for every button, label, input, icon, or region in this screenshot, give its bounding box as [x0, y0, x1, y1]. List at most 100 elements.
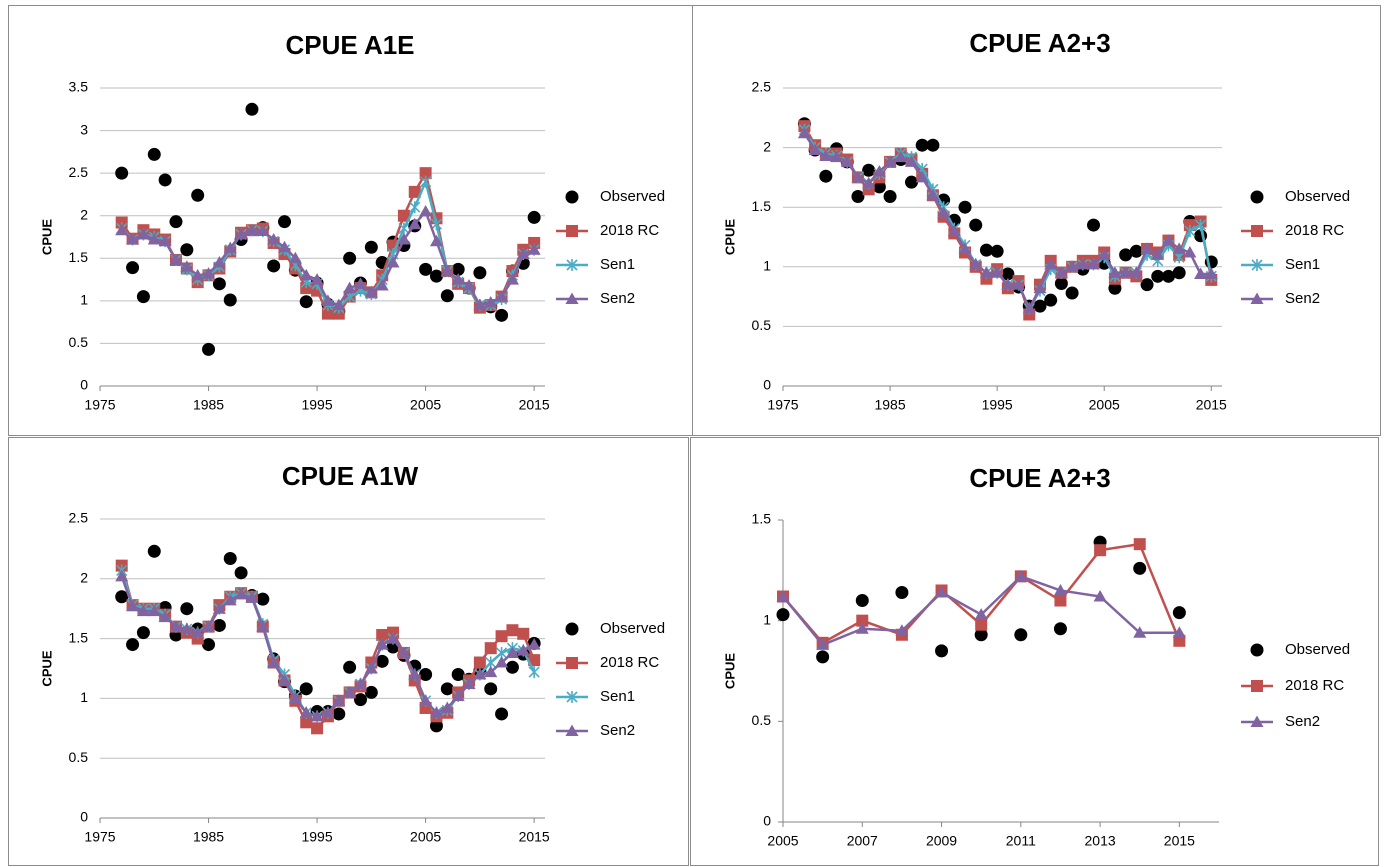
marker — [440, 682, 454, 696]
marker — [979, 243, 993, 257]
marker — [256, 592, 270, 606]
marker — [169, 620, 183, 632]
marker — [1022, 302, 1036, 314]
marker — [245, 223, 259, 236]
marker — [1161, 234, 1175, 246]
marker — [419, 204, 433, 217]
marker — [915, 138, 929, 152]
marker — [212, 277, 226, 291]
marker — [816, 638, 830, 650]
y-tick-label: 2.5 — [752, 79, 772, 95]
x-tick-label: 1975 — [84, 829, 115, 845]
marker — [430, 218, 443, 231]
legend-marker — [1250, 190, 1264, 204]
marker — [115, 166, 129, 180]
marker — [256, 224, 270, 237]
marker — [1140, 278, 1154, 292]
x-tick-label: 1995 — [982, 397, 1013, 413]
marker — [386, 256, 400, 268]
y-axis-label: CPUE — [722, 653, 737, 689]
marker — [969, 218, 983, 232]
marker — [974, 608, 988, 620]
marker — [419, 667, 433, 681]
legend-label: 2018 RC — [1285, 222, 1344, 239]
marker — [136, 604, 150, 617]
marker — [299, 682, 313, 696]
marker — [1129, 244, 1143, 258]
marker — [473, 656, 486, 669]
marker — [408, 185, 421, 198]
marker — [1012, 278, 1026, 290]
marker — [126, 599, 140, 612]
legend-label: Sen2 — [600, 722, 635, 739]
marker — [1133, 626, 1147, 638]
marker — [462, 677, 476, 690]
marker — [376, 629, 389, 642]
chart-panel: CPUE A2+3 CPUE 0 0.5 1 1.5 2 2.5 1975 1985 1995 200… — [692, 5, 1381, 436]
x-tick-label: 2011 — [1006, 833, 1036, 849]
x-tick-label: 2007 — [847, 833, 878, 849]
marker — [473, 266, 487, 280]
marker — [180, 622, 194, 635]
marker — [1119, 266, 1133, 278]
chart-panel: CPUE A2+3 CPUE 0 0.5 1 1.5 2005 2007 2009 2011 201… — [690, 437, 1379, 866]
marker — [332, 707, 346, 721]
marker — [451, 262, 465, 276]
marker — [115, 223, 129, 236]
legend-marker — [565, 724, 579, 736]
legend-marker — [566, 259, 578, 271]
y-tick-label: 1.5 — [752, 198, 772, 214]
x-tick-label: 2005 — [410, 829, 441, 845]
marker — [1087, 257, 1101, 270]
legend-label: Sen2 — [1285, 290, 1320, 307]
marker — [895, 624, 909, 636]
marker — [353, 277, 367, 289]
legend-marker — [565, 622, 579, 636]
marker — [288, 251, 302, 264]
marker — [969, 257, 983, 270]
marker — [958, 200, 972, 214]
marker — [808, 143, 822, 155]
marker — [1108, 266, 1122, 278]
marker — [451, 273, 465, 285]
marker — [1184, 225, 1196, 238]
y-tick-label: 1.5 — [69, 629, 89, 645]
x-tick-label: 1995 — [301, 829, 332, 845]
marker — [234, 587, 248, 600]
legend-label: Observed — [1285, 641, 1350, 658]
marker — [1053, 622, 1067, 636]
legend-label: Observed — [600, 620, 665, 637]
marker — [147, 604, 161, 617]
marker — [1054, 276, 1068, 290]
marker — [462, 279, 476, 291]
marker — [506, 624, 519, 637]
marker — [321, 706, 335, 718]
marker — [1108, 281, 1122, 295]
legend-marker — [1251, 680, 1263, 692]
marker — [212, 618, 226, 632]
y-tick-label: 0.5 — [69, 334, 89, 350]
chart-panel: CPUE A1E CPUE 0 0.5 1 1.5 2 2.5 3 3.5 1975 1985 1995… — [8, 5, 693, 436]
y-axis-label: CPUE — [722, 219, 737, 255]
marker — [288, 691, 302, 704]
marker — [1151, 269, 1165, 283]
marker — [851, 170, 865, 183]
legend-marker — [1251, 225, 1263, 237]
marker — [1129, 266, 1143, 278]
marker — [505, 660, 519, 674]
marker — [332, 298, 346, 311]
marker — [397, 646, 411, 658]
marker — [1151, 248, 1165, 260]
marker — [516, 644, 530, 656]
y-tick-label: 0 — [80, 377, 88, 393]
marker — [495, 308, 509, 322]
y-tick-label: 2 — [80, 570, 88, 586]
y-tick-label: 0.5 — [69, 749, 89, 765]
x-tick-label: 2005 — [767, 833, 798, 849]
marker — [136, 626, 150, 640]
marker — [935, 644, 949, 658]
marker — [1054, 266, 1068, 278]
marker — [516, 247, 530, 260]
marker — [915, 170, 929, 183]
marker — [904, 175, 918, 189]
